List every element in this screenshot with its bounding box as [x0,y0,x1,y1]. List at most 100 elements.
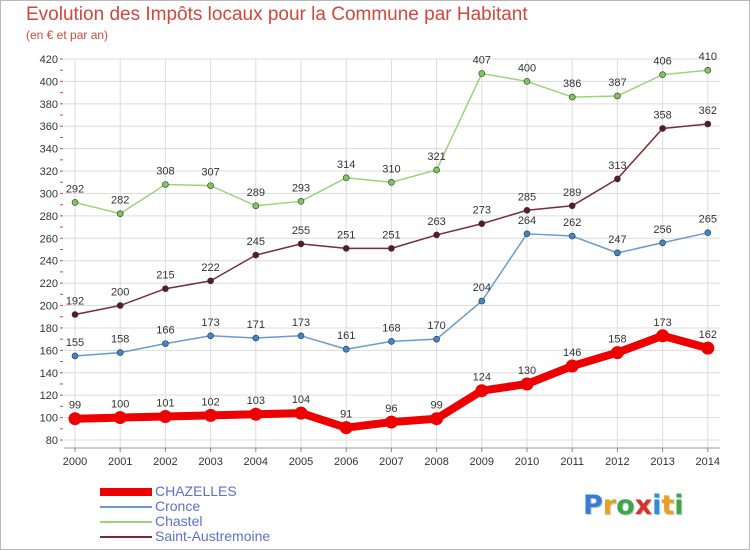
data-point-chastel [523,78,531,85]
data-point-chazelles [68,412,82,426]
y-tick-label: 320 [40,166,58,178]
data-label-cronce: 204 [473,282,491,294]
data-label-saint-austremoine: 251 [382,229,400,241]
data-point-chazelles [384,415,398,429]
data-point-cronce [71,352,79,360]
data-point-saint-austremoine [252,251,260,259]
data-label-chazelles: 173 [653,317,671,329]
y-tick-label: 420 [40,54,58,66]
legend-item: Saint-Austremoine [100,529,330,544]
data-point-chastel [342,174,350,182]
data-label-cronce: 264 [518,215,536,227]
data-point-cronce [433,335,440,343]
data-label-chazelles: 99 [430,400,442,412]
chart-subtitle: (en € et par an) [26,28,109,42]
y-tick-label: 400 [40,76,58,88]
data-label-chastel: 321 [427,151,445,163]
data-label-chazelles: 158 [608,334,626,346]
data-point-chazelles [249,407,263,421]
data-point-chastel [614,92,621,100]
data-label-saint-austremoine: 192 [66,295,84,307]
x-tick-label: 2013 [650,456,674,468]
x-tick-label: 2001 [108,456,132,468]
data-label-chazelles: 101 [156,397,174,409]
legend-swatch [100,521,152,523]
data-point-saint-austremoine [478,220,486,228]
data-point-chastel [433,166,440,174]
data-label-saint-austremoine: 358 [653,109,671,121]
data-point-cronce [162,340,169,347]
data-point-saint-austremoine [659,125,666,132]
legend-item: CHAZELLES [100,484,330,499]
y-tick-label: 100 [40,413,58,425]
data-point-saint-austremoine [116,302,124,309]
data-label-chastel: 407 [473,55,491,67]
legend-label: Saint-Austremoine [155,528,271,544]
data-label-cronce: 173 [201,317,219,329]
x-tick-label: 2011 [560,456,584,468]
data-label-cronce: 166 [156,325,174,337]
data-point-chastel [252,202,260,210]
data-point-saint-austremoine [297,240,305,248]
data-point-saint-austremoine [704,120,712,128]
y-tick-label: 180 [40,323,58,335]
data-point-chazelles [339,421,353,435]
data-label-chastel: 314 [337,159,355,171]
data-label-saint-austremoine: 263 [427,216,445,228]
legend: CHAZELLES Cronce Chastel Saint-Austremoine [100,484,330,544]
data-label-saint-austremoine: 273 [473,205,491,217]
data-label-cronce: 161 [337,330,355,342]
x-tick-label: 2006 [334,456,358,468]
data-label-cronce: 256 [653,224,671,236]
data-label-chastel: 410 [699,51,717,63]
x-tick-label: 2008 [424,456,448,468]
data-label-cronce: 155 [66,337,84,349]
data-point-chazelles [701,341,715,355]
data-point-chazelles [113,411,127,425]
y-tick-label: 200 [40,301,58,313]
data-point-saint-austremoine [388,245,395,252]
data-label-chazelles: 100 [111,399,129,411]
data-label-saint-austremoine: 251 [337,229,355,241]
data-point-cronce [342,345,350,353]
data-label-saint-austremoine: 289 [563,187,581,199]
data-label-chazelles: 124 [473,372,491,384]
x-tick-label: 2002 [153,456,177,468]
data-label-chazelles: 146 [563,347,581,359]
y-tick-label: 140 [40,368,58,380]
x-tick-label: 2000 [63,456,87,468]
data-label-chazelles: 162 [699,329,717,341]
data-label-saint-austremoine: 245 [247,236,265,248]
data-point-cronce [207,332,214,340]
data-label-cronce: 265 [699,214,717,226]
data-label-cronce: 170 [427,320,445,332]
data-label-chazelles: 103 [247,395,265,407]
y-tick-label: 280 [40,211,58,223]
y-tick-label: 380 [40,99,58,111]
x-tick-label: 2014 [696,456,720,468]
y-tick-label: 80 [46,435,58,447]
y-tick-label: 260 [40,233,58,245]
data-label-chazelles: 99 [69,400,81,412]
data-point-saint-austremoine [568,202,576,210]
data-label-chastel: 293 [292,182,310,194]
data-point-cronce [568,232,576,240]
chart-title: Evolution des Impôts locaux pour la Comm… [26,4,528,25]
data-label-chastel: 387 [608,77,626,89]
data-label-cronce: 171 [247,319,265,331]
data-point-cronce [252,334,260,342]
data-label-saint-austremoine: 222 [201,262,219,274]
data-point-chastel [297,198,305,205]
data-point-chazelles [430,412,444,426]
data-point-chastel [568,93,576,101]
proxiti-logo: Proxiti [583,490,684,521]
legend-item: Chastel [100,514,330,529]
data-point-chastel [207,182,214,189]
data-point-chazelles [158,409,172,423]
x-tick-label: 2010 [515,456,539,468]
data-point-cronce [297,332,305,340]
data-label-cronce: 173 [292,317,310,329]
data-point-chazelles [520,377,534,391]
data-point-saint-austremoine [523,206,531,214]
y-tick-label: 220 [40,278,58,290]
